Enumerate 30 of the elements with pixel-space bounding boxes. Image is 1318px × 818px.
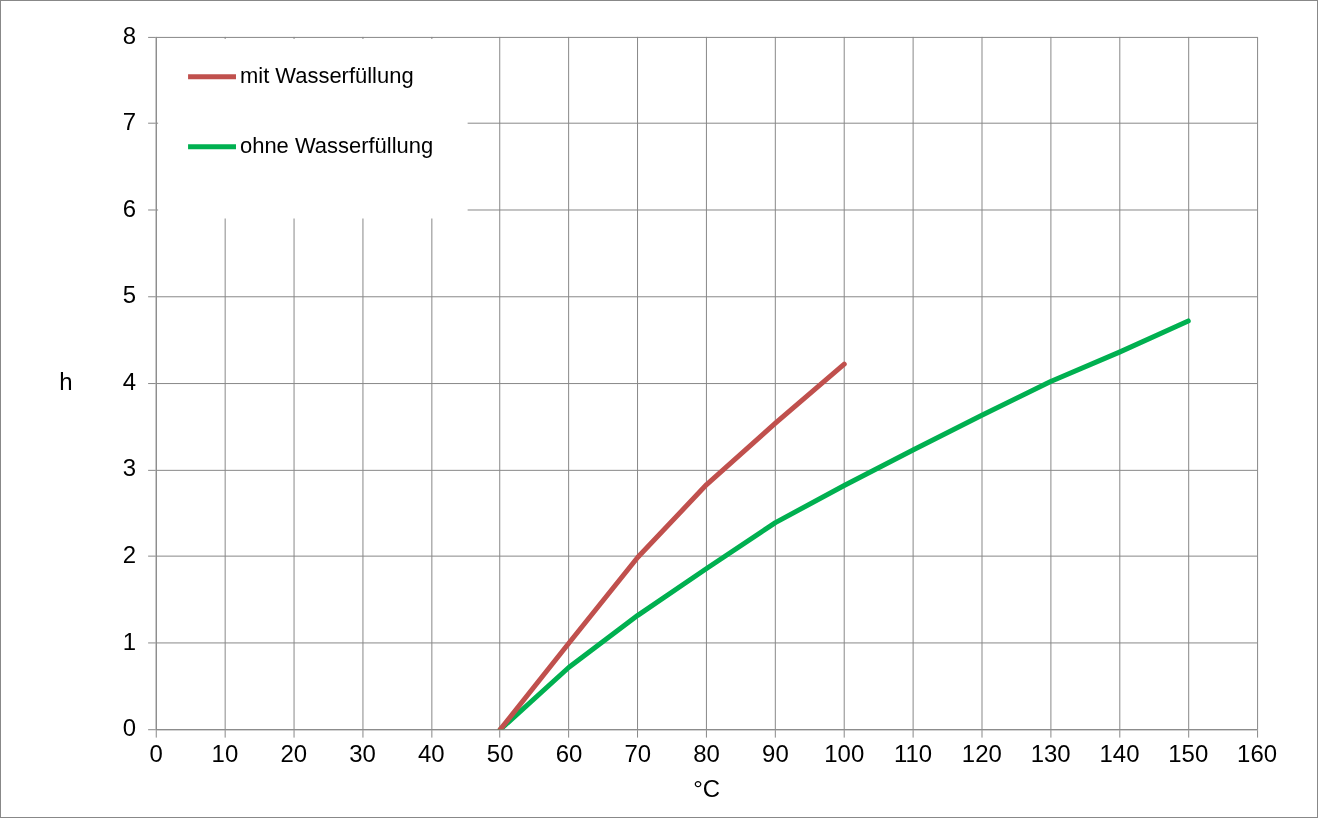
x-tick-label: 50 bbox=[486, 739, 514, 767]
y-tick-label: 2 bbox=[122, 541, 137, 569]
x-tick-label: 160 bbox=[1237, 739, 1278, 767]
y-tick-label: 5 bbox=[122, 281, 137, 309]
x-tick-label: 40 bbox=[418, 739, 445, 767]
x-tick-label: 140 bbox=[1099, 739, 1140, 767]
x-tick-label: 150 bbox=[1168, 739, 1209, 767]
legend-label: mit Wasserfüllung bbox=[239, 62, 414, 88]
y-tick-label: 4 bbox=[122, 367, 137, 395]
x-tick-label: 30 bbox=[349, 739, 376, 767]
x-tick-label: 70 bbox=[624, 739, 652, 767]
x-tick-label: 110 bbox=[893, 739, 933, 767]
y-tick-label: 7 bbox=[122, 108, 137, 136]
x-tick-label: 20 bbox=[280, 739, 308, 767]
x-tick-label: 60 bbox=[555, 739, 583, 767]
x-tick-label: 10 bbox=[211, 739, 239, 767]
y-axis-title: h bbox=[59, 367, 73, 395]
x-tick-label: 130 bbox=[1030, 739, 1071, 767]
x-axis-title: °C bbox=[693, 775, 721, 803]
y-tick-label: 0 bbox=[122, 714, 137, 742]
x-tick-label: 0 bbox=[149, 739, 163, 767]
y-tick-label: 6 bbox=[122, 194, 137, 222]
y-tick-label: 3 bbox=[122, 454, 137, 482]
legend-label: ohne Wasserfüllung bbox=[239, 132, 434, 158]
x-tick-label: 120 bbox=[961, 739, 1002, 767]
y-tick-label: 8 bbox=[122, 21, 137, 49]
x-tick-label: 90 bbox=[762, 739, 789, 767]
x-tick-label: 100 bbox=[824, 739, 865, 767]
x-tick-label: 80 bbox=[693, 739, 720, 767]
y-tick-label: 1 bbox=[122, 627, 137, 655]
